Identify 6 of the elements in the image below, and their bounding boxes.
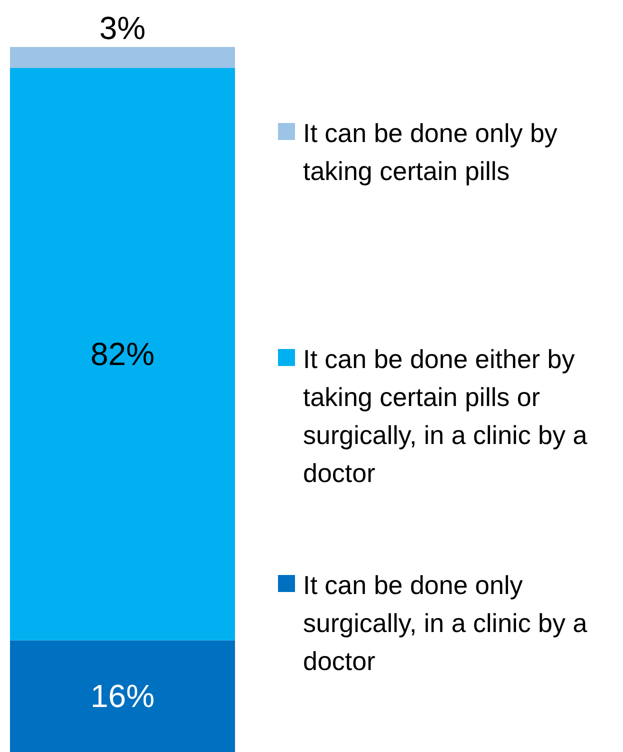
data-label: 3%: [99, 10, 146, 46]
data-label: 16%: [90, 678, 155, 714]
data-label: 82%: [90, 336, 155, 372]
legend-label: It can be done only surgically, in a clinic by a doctor: [303, 570, 588, 676]
legend-label: It can be done only by taking certain pills: [303, 118, 558, 186]
legend-label: It can be done either by taking certain pills or surgically, in a clinic by a doctor: [303, 344, 588, 488]
